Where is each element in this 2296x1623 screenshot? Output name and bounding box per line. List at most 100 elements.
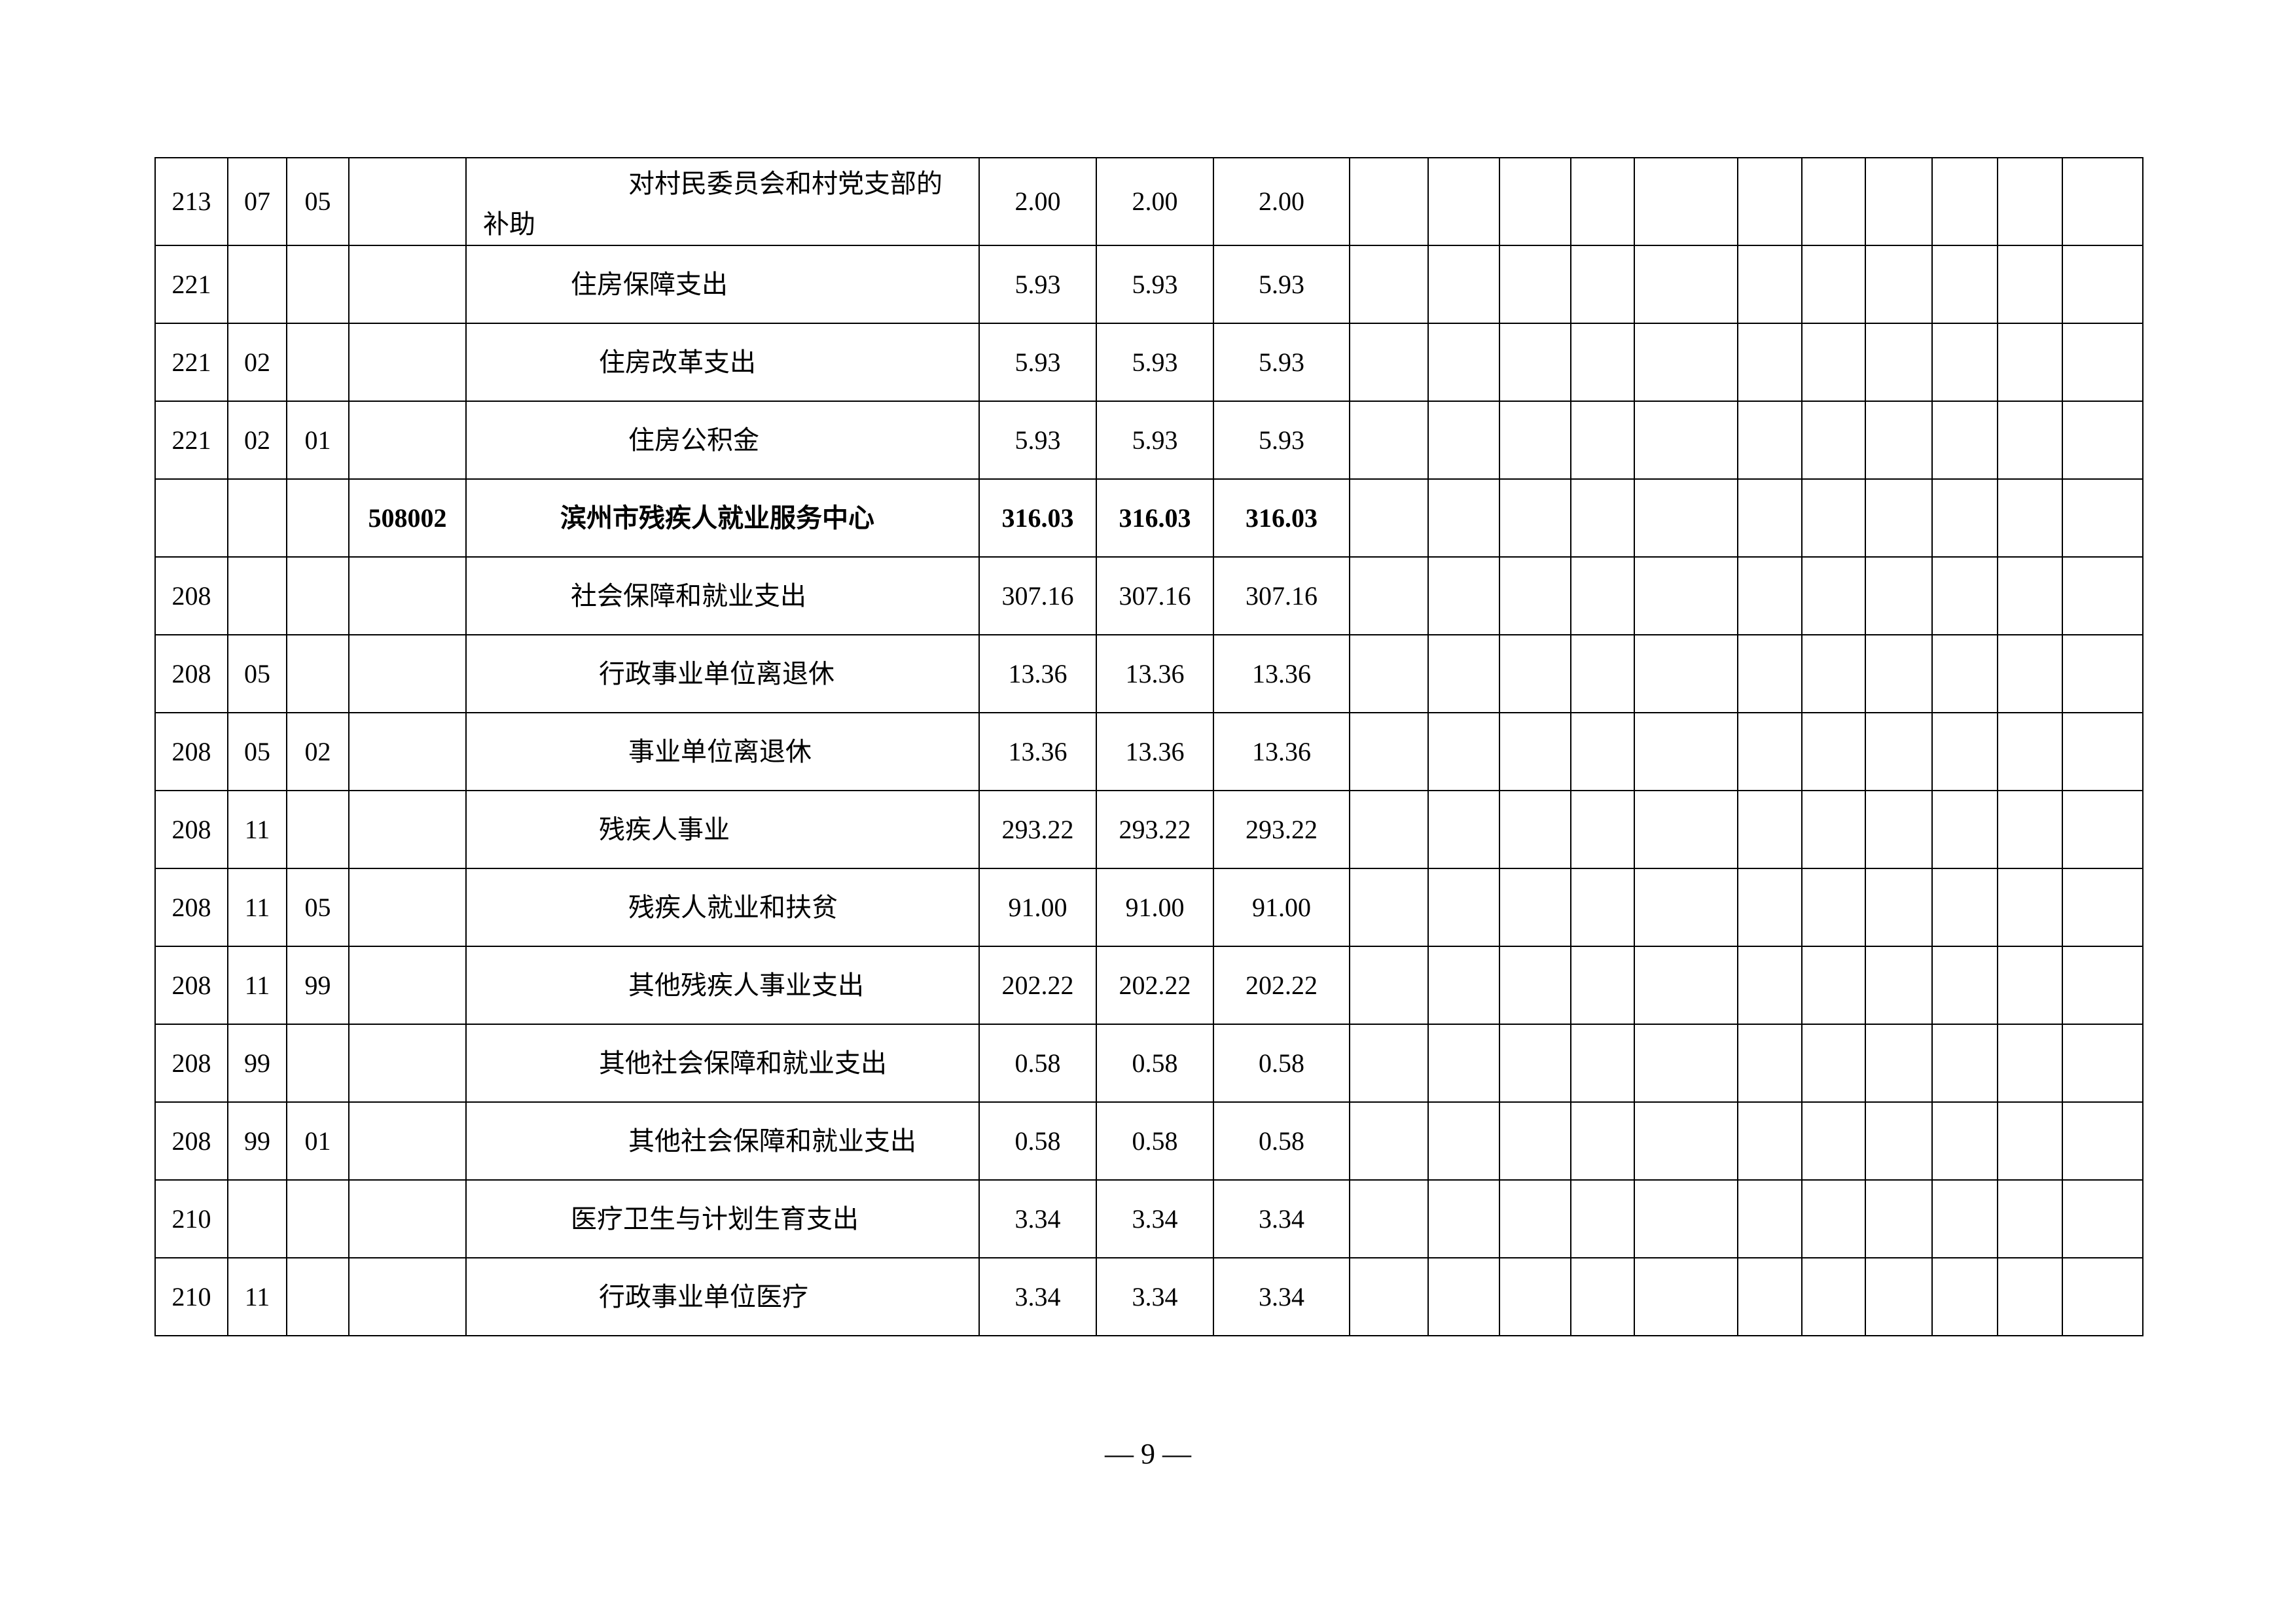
basic-expenditure-cell: 5.93 xyxy=(1213,323,1350,402)
item-code-cell: 11 xyxy=(227,790,287,869)
section-code-cell xyxy=(286,323,350,402)
empty-cell xyxy=(1931,868,1998,947)
empty-cell xyxy=(1570,157,1635,246)
empty-cell xyxy=(1737,245,1803,324)
basic-expenditure-cell: 2.00 xyxy=(1213,157,1350,246)
table-row: 208 11 残疾人事业 293.22 293.22 293.22 xyxy=(154,790,2144,869)
subtotal-cell: 202.22 xyxy=(1096,946,1214,1025)
section-code-cell: 02 xyxy=(286,712,350,791)
table-row: 210 医疗卫生与计划生育支出 3.34 3.34 3.34 xyxy=(154,1179,2144,1258)
subject-name-cell: 残疾人就业和扶贫 xyxy=(465,868,980,947)
item-code-cell: 11 xyxy=(227,1257,287,1336)
basic-expenditure-cell: 202.22 xyxy=(1213,946,1350,1025)
table-body: 213 07 05 对村民委员会和村党支部的补助 2.00 2.00 2.00 221 住房保障… xyxy=(154,157,2144,1336)
page-number: — 9 — xyxy=(1105,1438,1191,1470)
empty-cell xyxy=(1997,323,2063,402)
unit-code-cell xyxy=(348,245,467,324)
subtotal-cell: 5.93 xyxy=(1096,323,1214,402)
empty-cell xyxy=(1801,634,1866,713)
empty-cell xyxy=(1865,401,1933,480)
empty-cell xyxy=(1427,556,1500,635)
table-row: 221 住房保障支出 5.93 5.93 5.93 xyxy=(154,245,2144,324)
class-code-cell: 221 xyxy=(154,401,228,480)
unit-code-cell xyxy=(348,556,467,635)
class-code-cell: 208 xyxy=(154,946,228,1025)
empty-cell xyxy=(1997,1101,2063,1181)
item-code-cell: 99 xyxy=(227,1101,287,1181)
empty-cell xyxy=(1997,478,2063,558)
subtotal-cell: 307.16 xyxy=(1096,556,1214,635)
empty-cell xyxy=(1801,245,1866,324)
section-code-cell xyxy=(286,1179,350,1258)
empty-cell xyxy=(1634,634,1738,713)
empty-cell xyxy=(1349,634,1429,713)
subtotal-cell: 0.58 xyxy=(1096,1101,1214,1181)
basic-expenditure-cell: 5.93 xyxy=(1213,245,1350,324)
empty-cell xyxy=(1570,478,1635,558)
empty-cell xyxy=(1865,1024,1933,1103)
item-code-cell: 99 xyxy=(227,1024,287,1103)
basic-expenditure-cell: 316.03 xyxy=(1213,478,1350,558)
subtotal-cell: 13.36 xyxy=(1096,712,1214,791)
class-code-cell xyxy=(154,478,228,558)
unit-code-cell: 508002 xyxy=(348,478,467,558)
empty-cell xyxy=(1570,1257,1635,1336)
empty-cell xyxy=(1570,556,1635,635)
empty-cell xyxy=(2062,790,2144,869)
empty-cell xyxy=(1427,1101,1500,1181)
basic-expenditure-cell: 0.58 xyxy=(1213,1024,1350,1103)
empty-cell xyxy=(1737,1179,1803,1258)
empty-cell xyxy=(1737,157,1803,246)
empty-cell xyxy=(1997,1024,2063,1103)
empty-cell xyxy=(1801,712,1866,791)
unit-code-cell xyxy=(348,1101,467,1181)
empty-cell xyxy=(1801,1101,1866,1181)
unit-code-cell xyxy=(348,634,467,713)
empty-cell xyxy=(1427,245,1500,324)
empty-cell xyxy=(1931,790,1998,869)
empty-cell xyxy=(1499,712,1571,791)
table-row: 221 02 01 住房公积金 5.93 5.93 5.93 xyxy=(154,401,2144,480)
empty-cell xyxy=(2062,634,2144,713)
class-code-cell: 208 xyxy=(154,1101,228,1181)
empty-cell xyxy=(1499,1101,1571,1181)
empty-cell xyxy=(1499,1257,1571,1336)
empty-cell xyxy=(1349,401,1429,480)
empty-cell xyxy=(2062,323,2144,402)
empty-cell xyxy=(1570,323,1635,402)
empty-cell xyxy=(1634,401,1738,480)
empty-cell xyxy=(1570,868,1635,947)
total-cell: 5.93 xyxy=(978,245,1097,324)
section-code-cell: 01 xyxy=(286,1101,350,1181)
subject-name-cell: 对村民委员会和村党支部的补助 xyxy=(465,157,980,246)
basic-expenditure-cell: 307.16 xyxy=(1213,556,1350,635)
table-row: 221 02 住房改革支出 5.93 5.93 5.93 xyxy=(154,323,2144,402)
empty-cell xyxy=(1737,1024,1803,1103)
empty-cell xyxy=(1737,868,1803,947)
basic-expenditure-cell: 13.36 xyxy=(1213,712,1350,791)
empty-cell xyxy=(1634,245,1738,324)
subtotal-cell: 13.36 xyxy=(1096,634,1214,713)
unit-code-cell xyxy=(348,323,467,402)
section-code-cell xyxy=(286,634,350,713)
unit-code-cell xyxy=(348,946,467,1025)
section-code-cell xyxy=(286,245,350,324)
unit-code-cell xyxy=(348,157,467,246)
empty-cell xyxy=(1349,478,1429,558)
item-code-cell xyxy=(227,478,287,558)
unit-code-cell xyxy=(348,1257,467,1336)
subject-name-cell: 滨州市残疾人就业服务中心 xyxy=(465,478,980,558)
empty-cell xyxy=(1801,478,1866,558)
empty-cell xyxy=(1931,323,1998,402)
class-code-cell: 208 xyxy=(154,868,228,947)
subtotal-cell: 91.00 xyxy=(1096,868,1214,947)
item-code-cell: 05 xyxy=(227,634,287,713)
empty-cell xyxy=(1737,790,1803,869)
empty-cell xyxy=(1570,245,1635,324)
empty-cell xyxy=(1865,868,1933,947)
empty-cell xyxy=(1634,790,1738,869)
empty-cell xyxy=(1349,790,1429,869)
empty-cell xyxy=(1349,1179,1429,1258)
empty-cell xyxy=(1499,790,1571,869)
class-code-cell: 210 xyxy=(154,1257,228,1336)
